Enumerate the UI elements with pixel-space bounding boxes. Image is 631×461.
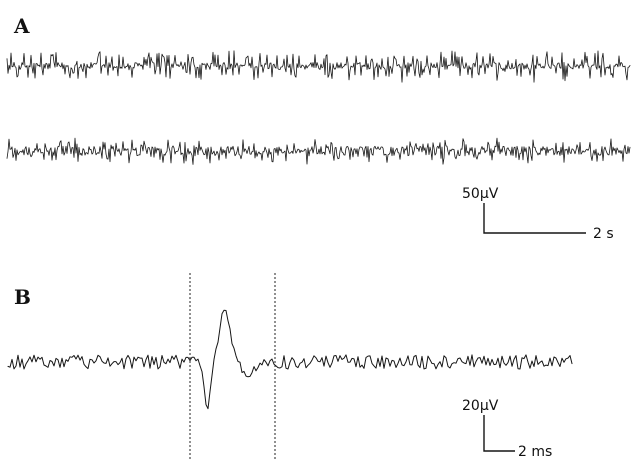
scale-bar-a [483, 203, 586, 234]
trace-a1 [6, 50, 631, 83]
scale-b-horizontal-label: 2 ms [518, 444, 552, 460]
scale-bar-b [483, 415, 515, 452]
scale-b-vertical-label: 20µV [462, 398, 499, 414]
scale-a-horizontal-label: 2 s [593, 226, 614, 242]
panel-a-label: A [13, 14, 30, 38]
trace-a2 [6, 137, 631, 165]
scale-a-vertical-label: 50µV [462, 186, 499, 202]
panel-b-label: B [14, 285, 31, 309]
spike-waveform [7, 309, 573, 410]
